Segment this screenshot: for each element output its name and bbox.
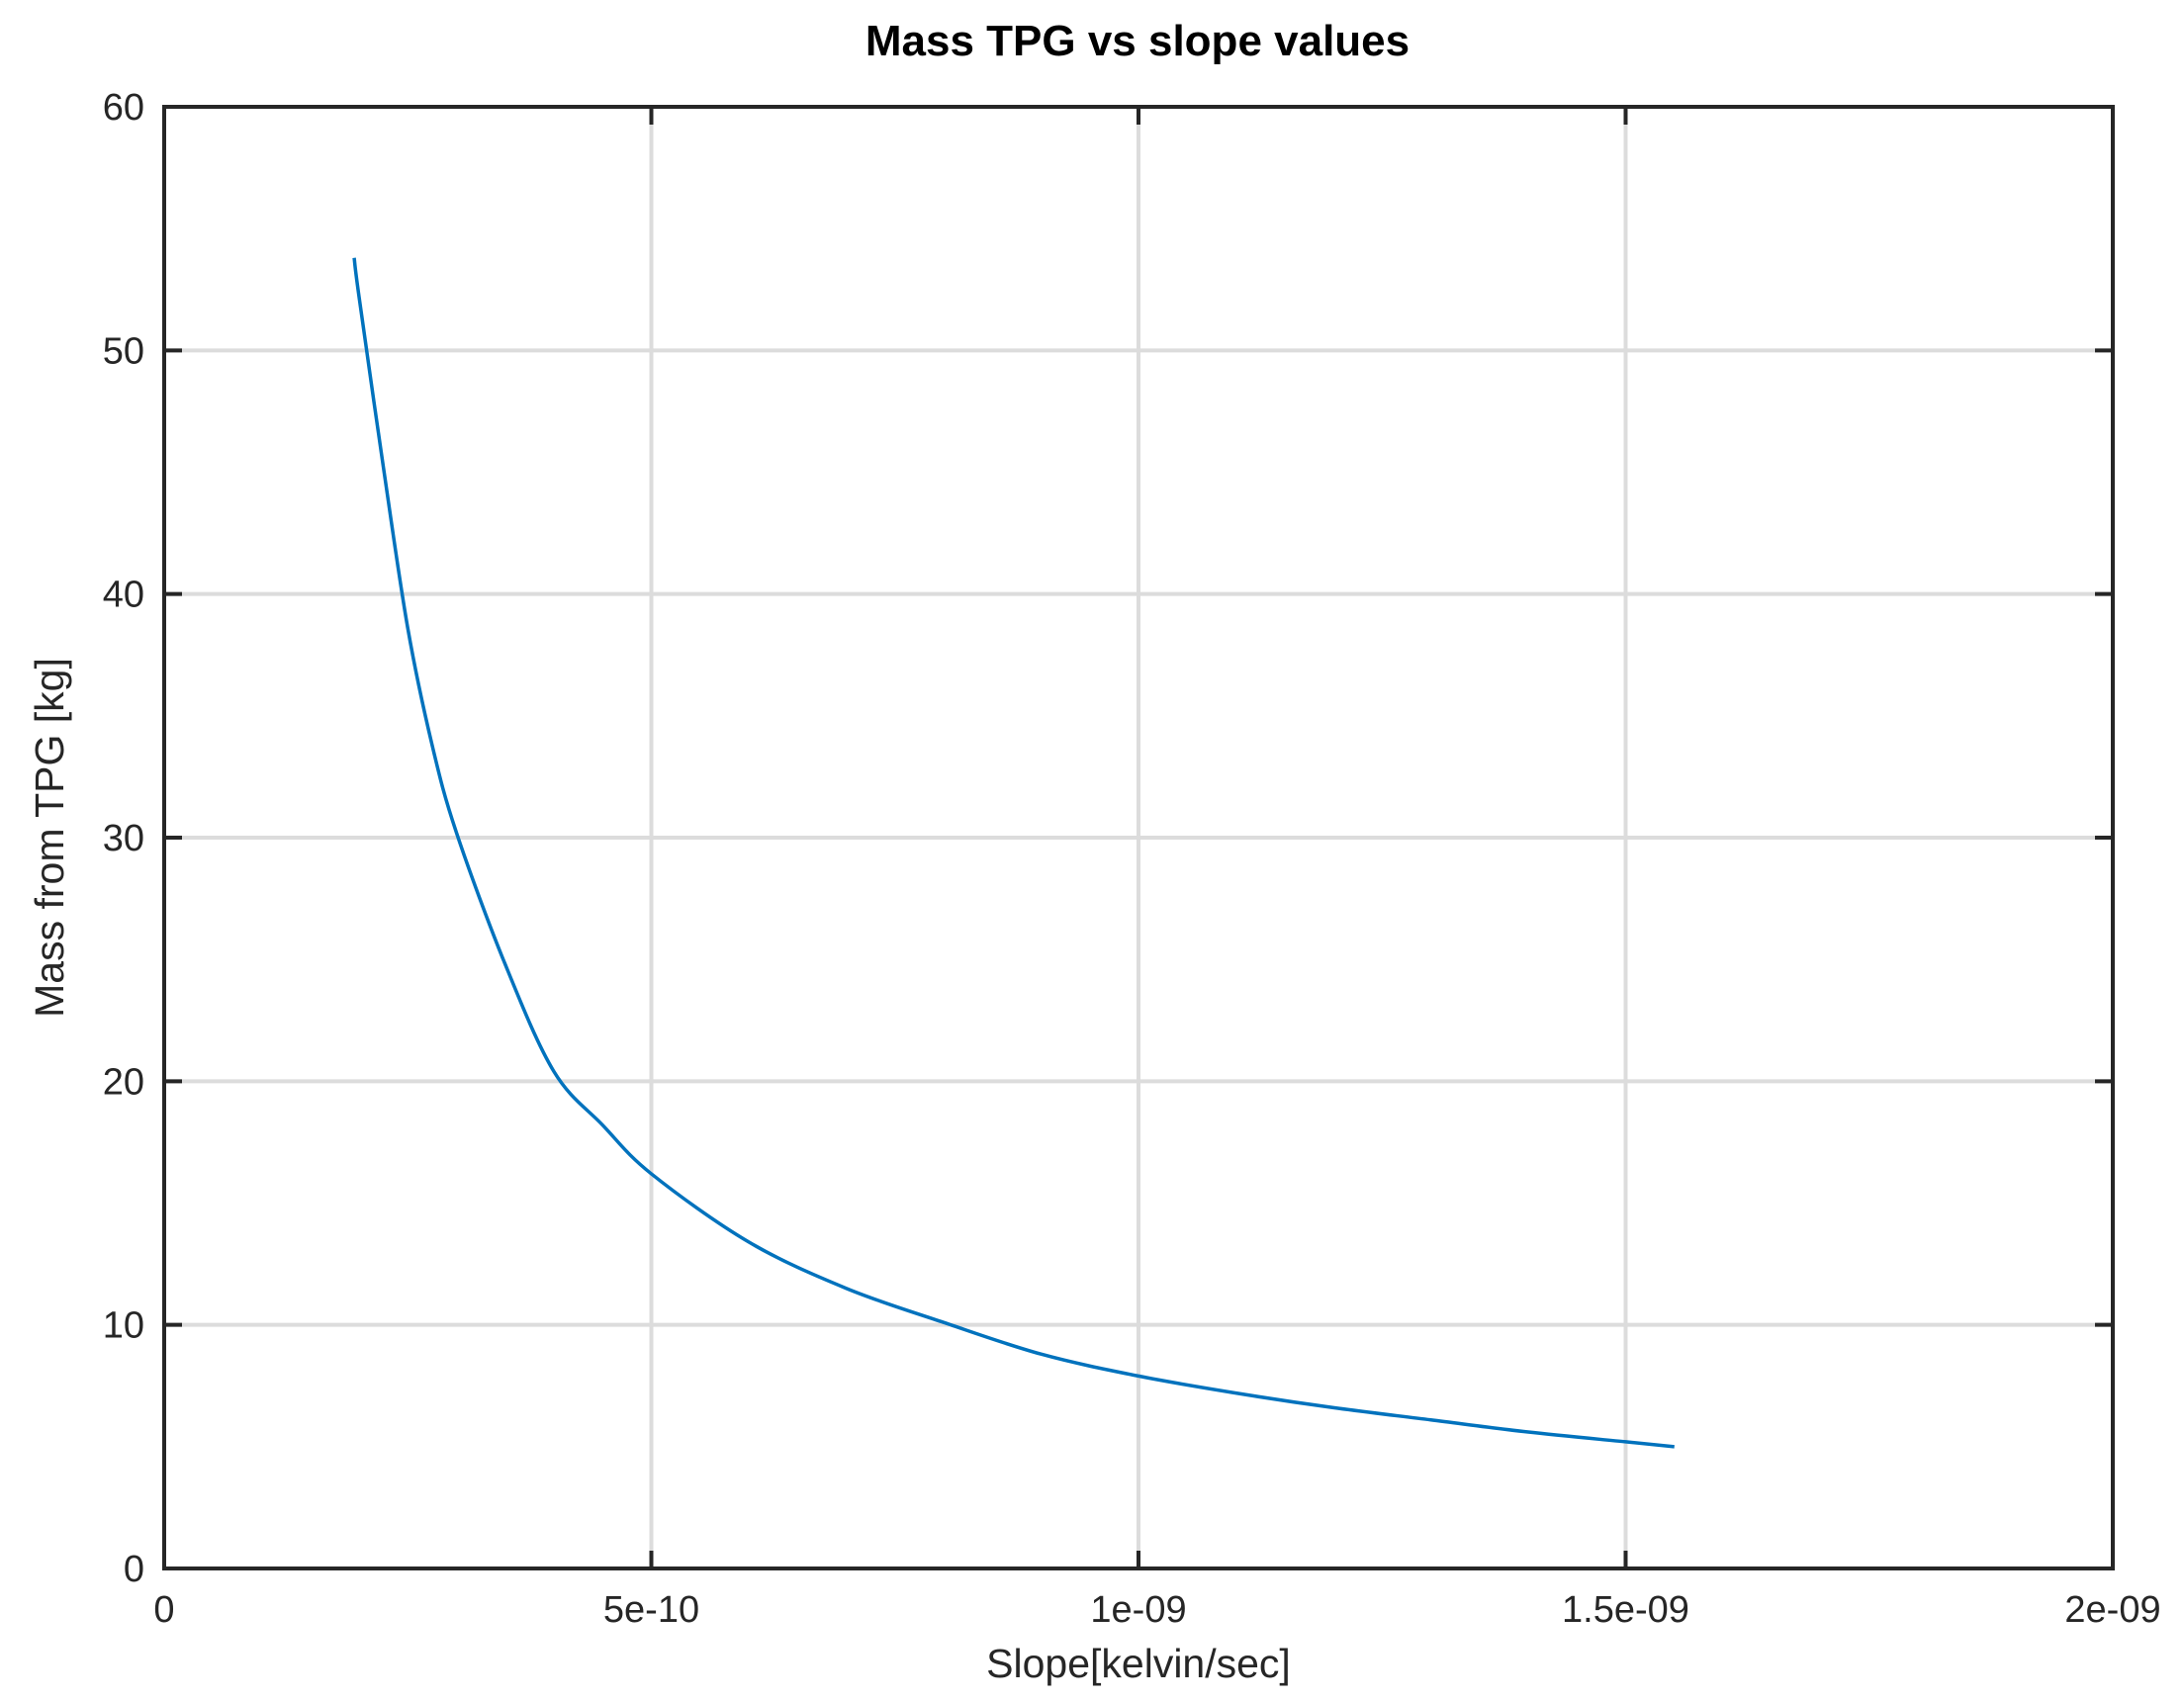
- y-tick-label: 0: [124, 1549, 144, 1590]
- x-tick-label: 1.5e-09: [1562, 1589, 1689, 1631]
- y-axis-label: Mass from TPG [kg]: [27, 658, 72, 1018]
- series-line-0: [352, 257, 1675, 1449]
- x-axis-label: Slope[kelvin/sec]: [986, 1641, 1291, 1686]
- series-layer: [352, 257, 1675, 1449]
- chart-title: Mass TPG vs slope values: [865, 17, 1410, 65]
- x-tick-label: 0: [153, 1589, 174, 1631]
- ticks: 0 5e-10 1e-09 1.5e-09 2e-09 0 10 20 30 40 50 60: [103, 87, 2161, 1631]
- y-tick-label: 10: [103, 1305, 144, 1347]
- x-tick-label: 2e-09: [2064, 1589, 2160, 1631]
- grid: [164, 107, 2113, 1568]
- y-tick-label: 50: [103, 330, 144, 372]
- x-tick-label: 1e-09: [1090, 1589, 1186, 1631]
- y-tick-label: 40: [103, 575, 144, 616]
- y-tick-label: 20: [103, 1061, 144, 1103]
- y-tick-label: 60: [103, 87, 144, 129]
- y-tick-label: 30: [103, 818, 144, 859]
- x-tick-label: 5e-10: [603, 1589, 699, 1631]
